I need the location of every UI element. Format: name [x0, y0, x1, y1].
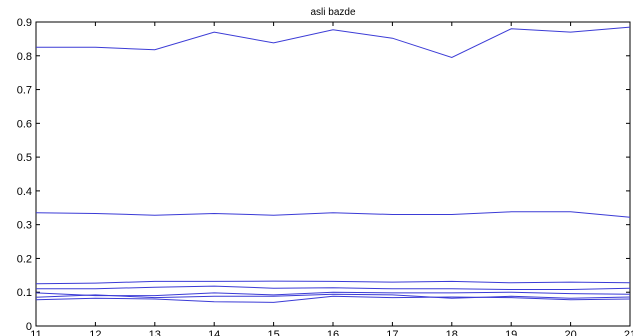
y-tick-label: 0.5	[17, 152, 32, 164]
series-line-3	[35, 280, 631, 285]
y-tick-label: 0.3	[17, 220, 32, 232]
x-tick-label: 20	[564, 329, 576, 336]
x-tick-label: 16	[327, 329, 339, 336]
x-tick-label: 13	[149, 329, 161, 336]
y-tick-label: 0.4	[17, 186, 32, 198]
x-tick-label: 18	[446, 329, 458, 336]
chart-title: asli bazde	[310, 7, 355, 18]
x-tick-label: 11	[30, 329, 41, 336]
y-axis: 0 0.1 0.2 0.3 0.4 0.5 0.6 0.7 0.8 0.9	[17, 17, 630, 333]
series-line-1	[36, 26, 631, 59]
y-tick-label: 0.1	[17, 287, 32, 299]
y-tick-label: 0.7	[17, 85, 32, 97]
series-line-7	[35, 295, 631, 303]
series-layer	[35, 26, 631, 303]
plot-frame	[35, 21, 631, 327]
y-tick-label: 0.6	[17, 118, 32, 130]
y-tick-label: 0.8	[17, 51, 32, 63]
x-tick-label: 12	[89, 329, 101, 336]
series-line-2	[35, 211, 631, 218]
x-tick-label: 19	[505, 329, 517, 336]
series-line-5	[35, 291, 631, 297]
x-tick-label: 21	[624, 329, 633, 336]
series-line-4	[36, 285, 631, 290]
y-tick-label: 0	[26, 321, 32, 333]
y-tick-label: 0.9	[17, 17, 32, 29]
y-tick-label: 0.2	[17, 253, 32, 265]
x-tick-label: 17	[386, 329, 398, 336]
x-tick-label: 15	[267, 329, 279, 336]
x-axis: 11 12 13 14 15 16 17 18 19 20 21	[30, 22, 633, 336]
x-tick-label: 14	[208, 329, 220, 336]
series-line-6	[35, 293, 631, 299]
